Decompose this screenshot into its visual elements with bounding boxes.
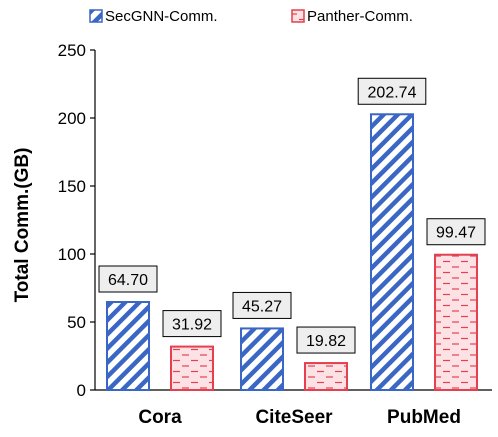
legend-label-panther: Panther-Comm. [307, 8, 413, 25]
data-label: 64.70 [108, 272, 148, 289]
legend-swatch-secgnn [89, 9, 103, 23]
data-label: 31.92 [172, 317, 212, 334]
bar-secgnn-pubmed [370, 113, 414, 392]
y-tick-label: 50 [67, 313, 86, 332]
x-tick-labels: Cora CiteSeer PubMed [138, 407, 461, 428]
legend-label-secgnn: SecGNN-Comm. [105, 8, 218, 25]
legend: SecGNN-Comm. Panther-Comm. [89, 8, 413, 25]
data-label: 45.27 [242, 298, 282, 315]
data-label-box [162, 310, 222, 338]
y-tick-label: 150 [58, 177, 86, 196]
data-label-box [426, 218, 486, 246]
y-tick-label: 100 [58, 245, 86, 264]
bars: 64.70 31.92 45.27 19.82 202.74 99.47 [98, 77, 486, 392]
bar-secgnn-cora [106, 301, 150, 391]
y-tick-label: 200 [58, 109, 86, 128]
bar-panther-cora [170, 345, 214, 392]
data-label-box [296, 326, 356, 354]
bar-panther-pubmed [434, 253, 478, 391]
data-label-box [98, 265, 158, 293]
y-axis-label: Total Comm.(GB) [12, 148, 33, 303]
y-tick-label: 250 [58, 41, 86, 60]
bar-panther-citeseer [304, 362, 348, 391]
data-label: 99.47 [436, 225, 476, 242]
bar-secgnn-citeseer [240, 327, 284, 391]
data-label-box [232, 291, 292, 319]
y-ticks: 0 50 100 150 200 250 [58, 41, 95, 400]
x-tick-label: CiteSeer [255, 407, 333, 428]
legend-swatch-panther [291, 9, 305, 23]
x-tick-label: PubMed [387, 407, 461, 428]
data-label: 19.82 [306, 333, 346, 350]
x-tick-label: Cora [138, 407, 182, 428]
data-label-box [357, 77, 427, 105]
y-tick-label: 0 [77, 381, 86, 400]
data-label: 202.74 [368, 84, 417, 101]
